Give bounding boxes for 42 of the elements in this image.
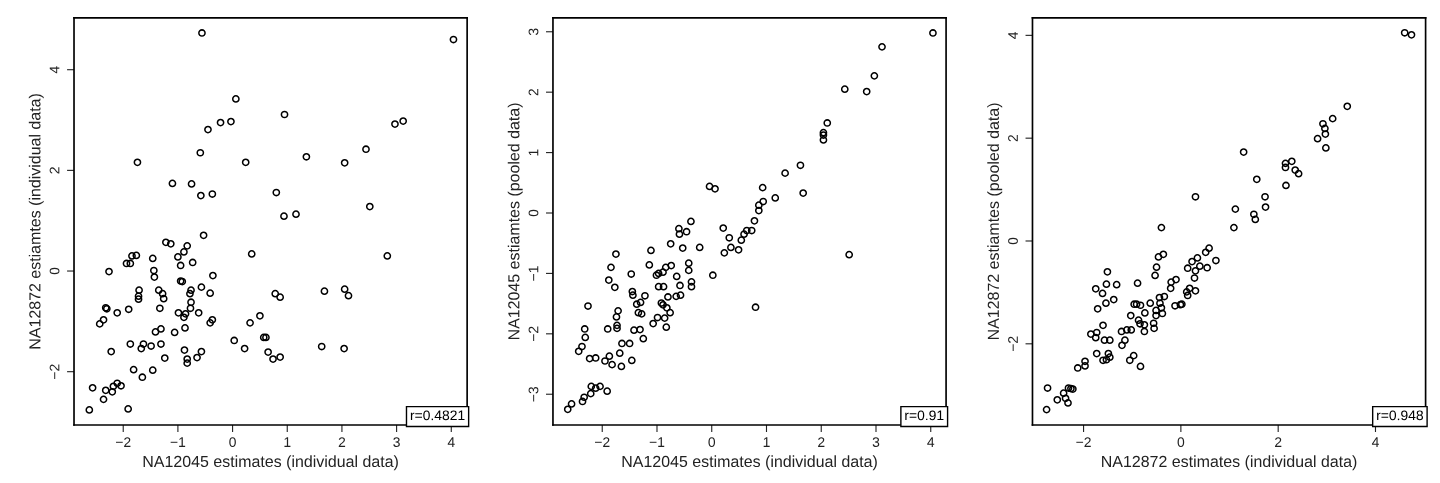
x-axis-title: NA12045 estimates (individual data) (622, 455, 877, 471)
x-axis-title: NA12872 estimates (individual data) (1102, 455, 1357, 471)
x-tick-label: 1 (284, 437, 291, 447)
y-tick-label: 3 (528, 28, 539, 36)
x-tick-label: 0 (229, 437, 236, 448)
x-tick-label: 4 (447, 437, 455, 447)
x-tick-label: 3 (393, 437, 400, 448)
y-tick-label: −2 (528, 326, 539, 342)
y-axis-title: NA12872 estiamtes (pooled data) (987, 103, 1003, 340)
x-tick-label: 4 (927, 437, 935, 447)
annotation: r=0.91 (905, 410, 944, 421)
y-tick-label: 4 (1008, 31, 1018, 39)
annotation: r=0.948 (1377, 410, 1424, 421)
y-tick-label: 0 (528, 209, 539, 217)
y-tick-label: 0 (1008, 237, 1018, 245)
x-tick-label: 4 (1371, 437, 1379, 447)
y-tick-label: 2 (49, 167, 60, 174)
x-tick-label: 0 (1177, 437, 1185, 448)
y-tick-label: 1 (528, 149, 539, 156)
x-tick-label: −2 (595, 437, 610, 447)
y-axis-title: NA12045 estiamtes (pooled data) (507, 103, 523, 340)
x-tick-label: −2 (115, 437, 131, 447)
x-tick-label: −2 (1076, 437, 1091, 447)
x-tick-label: 0 (708, 437, 716, 448)
y-tick-label: 2 (1008, 135, 1018, 142)
y-tick-label: −2 (49, 364, 60, 379)
y-tick-label: 2 (528, 89, 539, 96)
x-tick-label: 1 (763, 437, 770, 447)
x-tick-label: 2 (818, 437, 825, 447)
y-tick-label: −2 (1008, 336, 1018, 352)
x-tick-label: −1 (170, 437, 186, 447)
x-tick-label: 2 (1275, 437, 1282, 447)
annotation: r=0.4821 (410, 410, 465, 421)
y-tick-label: 0 (49, 267, 60, 275)
y-tick-label: 4 (49, 66, 60, 74)
y-tick-label: −1 (528, 266, 539, 281)
y-tick-label: −3 (528, 386, 539, 402)
x-axis-title: NA12045 estimates (individual data) (143, 455, 398, 471)
y-axis-title: NA12872 estiamtes (individual data) (28, 94, 44, 349)
x-tick-label: 2 (338, 437, 346, 447)
x-tick-label: 3 (872, 437, 880, 448)
x-tick-label: −1 (649, 437, 665, 447)
